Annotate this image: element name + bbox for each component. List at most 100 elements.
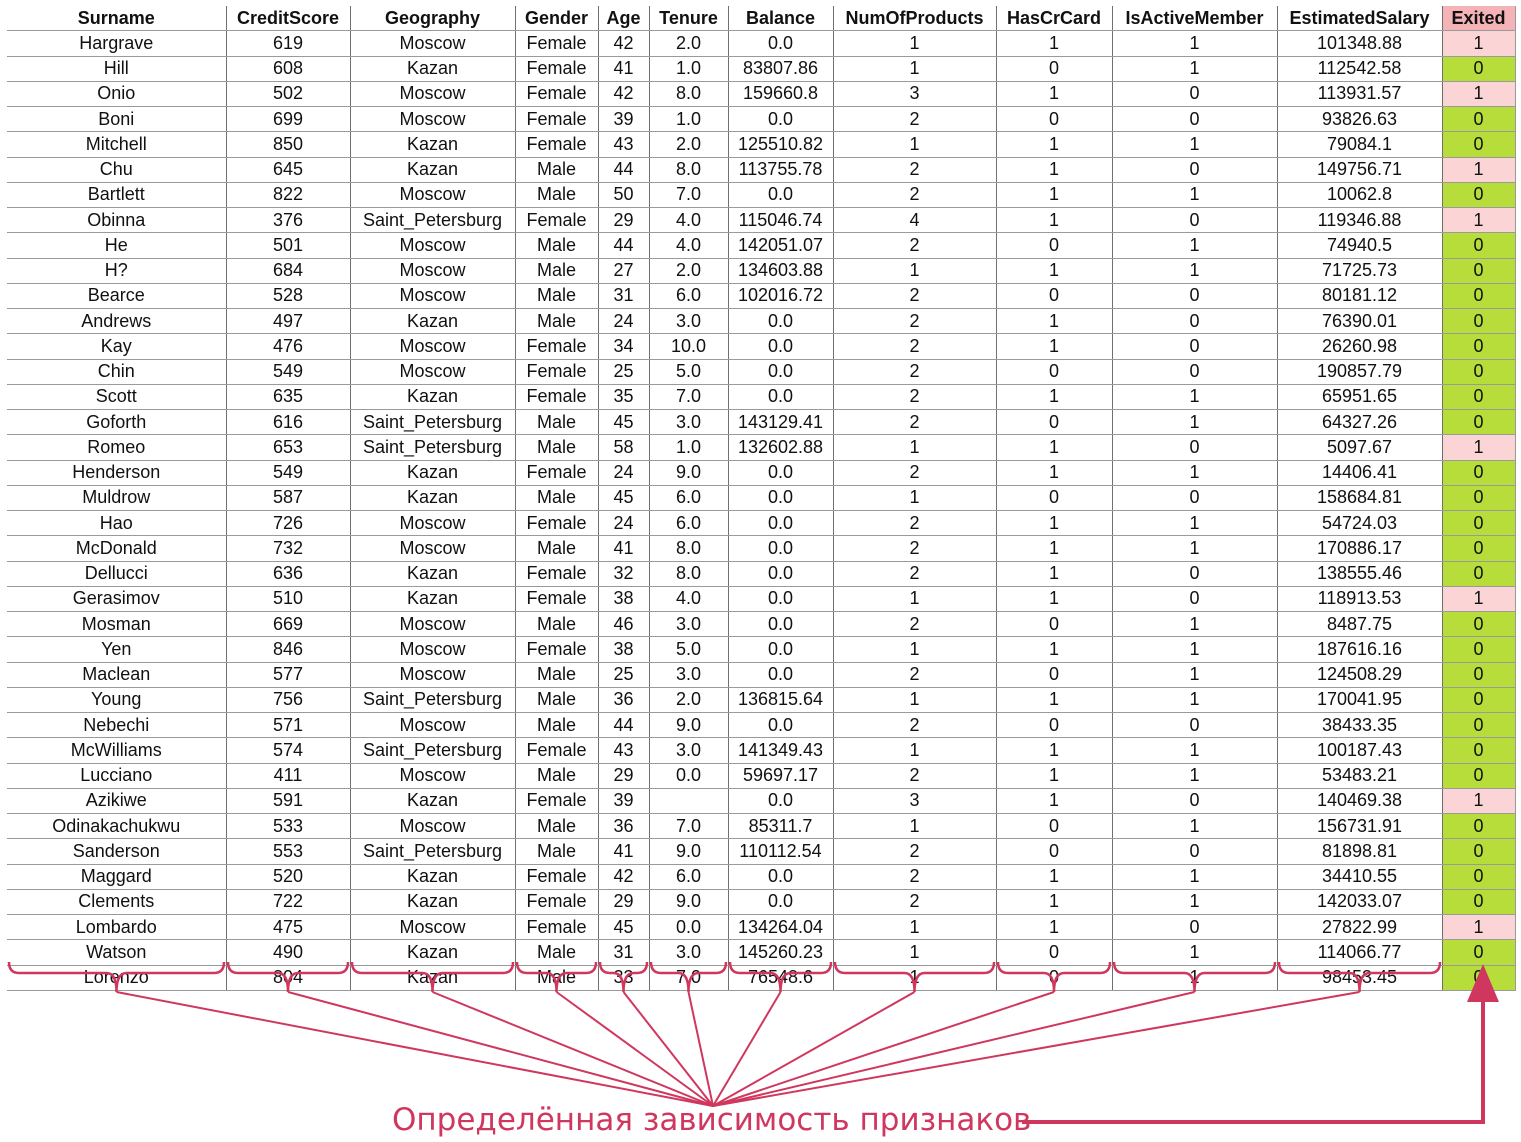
table-cell: 619: [226, 30, 351, 57]
table-cell: 1: [1112, 409, 1278, 436]
table-cell: 41: [598, 535, 650, 562]
table-row: Kay 476 Moscow Female 34 10.0 0.0 2 1 0 26260.98 0: [7, 333, 1516, 360]
table-cell: 0: [1442, 939, 1516, 966]
brace-icon: [1277, 961, 1442, 993]
table-cell: Moscow: [350, 510, 516, 537]
table-cell: 533: [226, 813, 351, 840]
table-row: Hao 726 Moscow Female 24 6.0 0.0 2 1 1 54724.03 0: [7, 510, 1516, 537]
table-cell: 119346.88: [1277, 207, 1443, 234]
table-cell: Female: [515, 131, 599, 158]
table-cell: 0.0: [728, 535, 834, 562]
table-cell: 0: [1112, 106, 1278, 133]
table-cell: 6.0: [649, 283, 729, 310]
table-cell: 42: [598, 30, 650, 57]
table-cell: 187616.16: [1277, 636, 1443, 663]
table-cell: 0: [1112, 485, 1278, 512]
table-cell: 45: [598, 914, 650, 941]
table-cell: Bearce: [7, 283, 227, 310]
table-cell: 0: [1442, 131, 1516, 158]
table-cell: 1: [833, 258, 997, 284]
table-cell: 1: [1112, 763, 1278, 789]
table-cell: 0: [996, 56, 1113, 82]
table-cell: Kazan: [350, 788, 516, 815]
table-cell: Dellucci: [7, 561, 227, 587]
table-cell: 1: [1442, 788, 1516, 815]
table-cell: 520: [226, 864, 351, 890]
table-row: Chu 645 Kazan Male 44 8.0 113755.78 2 1 0 149756.7…: [7, 157, 1516, 183]
table-row: Onio 502 Moscow Female 42 8.0 159660.8 3 1 0 11393…: [7, 81, 1516, 108]
table-cell: 79084.1: [1277, 131, 1443, 158]
table-row: Muldrow 587 Kazan Male 45 6.0 0.0 1 0 0 158684.81 0: [7, 485, 1516, 512]
table-cell: 26260.98: [1277, 333, 1443, 360]
table-cell: Female: [515, 30, 599, 57]
table-cell: 591: [226, 788, 351, 815]
table-cell: 39: [598, 788, 650, 815]
connector-line: [116, 991, 714, 1107]
table-cell: 0: [1442, 737, 1516, 764]
table-cell: 501: [226, 232, 351, 259]
table-cell: 25: [598, 662, 650, 688]
table-cell: 376: [226, 207, 351, 234]
table-cell: 9.0: [649, 838, 729, 865]
table-cell: Male: [515, 409, 599, 436]
table-cell: 577: [226, 662, 351, 688]
table-cell: 475: [226, 914, 351, 941]
table-cell: 0: [1442, 258, 1516, 284]
table-cell: Moscow: [350, 232, 516, 259]
table-cell: 1: [996, 788, 1113, 815]
table-cell: 502: [226, 81, 351, 108]
table-cell: 0: [996, 611, 1113, 638]
table-cell: 33: [598, 965, 650, 991]
table-row: Obinna 376 Saint_Petersburg Female 29 4.0 1150…: [7, 207, 1516, 234]
table-cell: Female: [515, 864, 599, 890]
table-cell: 0.0: [728, 308, 834, 335]
table-cell: 553: [226, 838, 351, 865]
table-cell: 3: [833, 788, 997, 815]
table-cell: Female: [515, 359, 599, 385]
table-cell: Female: [515, 384, 599, 411]
brace-icon: [996, 961, 1112, 993]
table-cell: 0.0: [728, 889, 834, 916]
column-header: EstimatedSalary: [1277, 6, 1443, 32]
table-cell: 0: [1442, 56, 1516, 82]
table-cell: 1: [1112, 182, 1278, 209]
table-cell: 158684.81: [1277, 485, 1443, 512]
table-cell: 0: [1442, 283, 1516, 310]
table-cell: 8.0: [649, 561, 729, 587]
table-row: Maggard 520 Kazan Female 42 6.0 0.0 2 1 1 34410.55…: [7, 864, 1516, 890]
table-cell: 0: [1112, 308, 1278, 335]
table-cell: 645: [226, 157, 351, 183]
table-cell: Female: [515, 81, 599, 108]
table-cell: Kay: [7, 333, 227, 360]
table-cell: 1: [1112, 258, 1278, 284]
table-cell: Moscow: [350, 535, 516, 562]
table-cell: Kazan: [350, 56, 516, 82]
table-cell: Moscow: [350, 30, 516, 57]
table-cell: 24: [598, 510, 650, 537]
table-cell: 0: [1112, 838, 1278, 865]
table-cell: 3.0: [649, 611, 729, 638]
table-cell: Female: [515, 460, 599, 486]
table-row: Mitchell 850 Kazan Female 43 2.0 125510.82 1 1 1 7…: [7, 131, 1516, 158]
table-cell: 1: [833, 914, 997, 941]
column-braces: [7, 961, 1442, 993]
table-cell: 0: [1442, 662, 1516, 688]
table-row: Young 756 Saint_Petersburg Male 36 2.0 136815.…: [7, 687, 1516, 714]
table-cell: 0: [1442, 813, 1516, 840]
table-cell: 1: [996, 182, 1113, 209]
table-row: Azikiwe 591 Kazan Female 39 0.0 3 1 0 140469.38 1: [7, 788, 1516, 815]
table-cell: 0: [1112, 561, 1278, 587]
table-cell: 1.0: [649, 434, 729, 461]
brace-icon: [728, 961, 833, 993]
table-cell: Watson: [7, 939, 227, 966]
table-cell: Saint_Petersburg: [350, 434, 516, 461]
table-row: Maclean 577 Moscow Male 25 3.0 0.0 2 0 1 124508.29…: [7, 662, 1516, 688]
table-cell: 653: [226, 434, 351, 461]
table-cell: 24: [598, 308, 650, 335]
table-cell: 100187.43: [1277, 737, 1443, 764]
table-cell: 0: [996, 838, 1113, 865]
column-header: Exited: [1442, 6, 1516, 32]
table-cell: Nebechi: [7, 712, 227, 739]
table-cell: McWilliams: [7, 737, 227, 764]
table-cell: Odinakachukwu: [7, 813, 227, 840]
